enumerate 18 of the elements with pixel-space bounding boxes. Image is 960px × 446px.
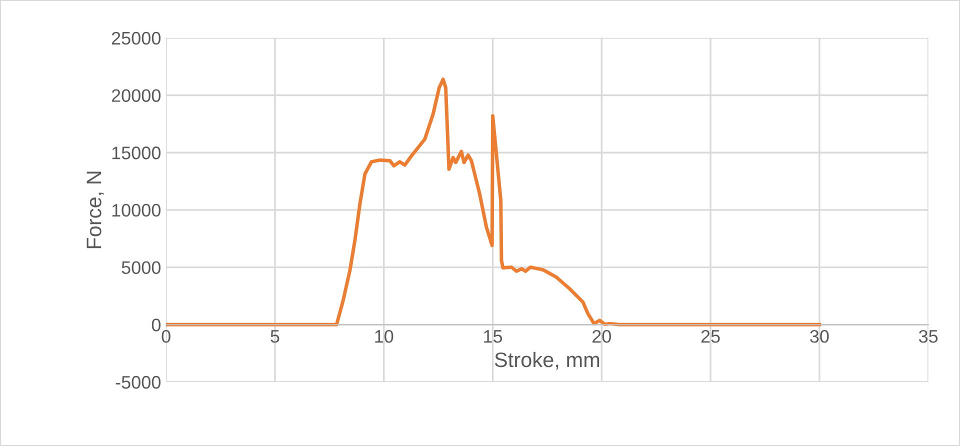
- y-tick-label: 0: [152, 318, 161, 332]
- x-tick-label: 35: [918, 330, 938, 343]
- line-series: [166, 78, 822, 326]
- y-axis-title: Force, N: [86, 172, 104, 248]
- x-tick-label: 30: [810, 330, 829, 343]
- y-tick-label: 25000: [112, 32, 161, 45]
- x-tick-label: 25: [701, 330, 720, 343]
- x-tick-label: 5: [270, 330, 280, 343]
- y-tick-label: 10000: [112, 204, 161, 217]
- y-tick-label: 15000: [112, 146, 161, 160]
- y-tick-label: -5000: [116, 376, 161, 389]
- x-axis-title: Stroke, mm: [494, 352, 600, 370]
- x-tick-label: 15: [484, 330, 502, 343]
- x-tick-label: 0: [162, 330, 170, 343]
- x-tick-label: 10: [375, 330, 394, 343]
- x-tick-label: 20: [592, 330, 611, 343]
- y-tick-label: 20000: [112, 89, 161, 102]
- y-tick-label: 5000: [122, 261, 161, 274]
